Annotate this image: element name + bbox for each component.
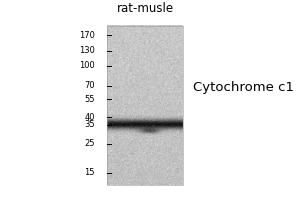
Text: 130: 130	[79, 46, 94, 55]
Text: 55: 55	[84, 95, 94, 104]
Text: 15: 15	[84, 168, 94, 177]
Text: 170: 170	[79, 31, 94, 40]
Text: Cytochrome c1: Cytochrome c1	[193, 81, 294, 94]
Text: 25: 25	[84, 139, 94, 148]
Text: 70: 70	[84, 81, 94, 90]
Text: 100: 100	[79, 61, 94, 70]
Text: 40: 40	[84, 113, 94, 122]
Bar	[107, 26, 183, 185]
Text: 35: 35	[84, 120, 94, 129]
Text: rat-musle: rat-musle	[116, 2, 174, 15]
